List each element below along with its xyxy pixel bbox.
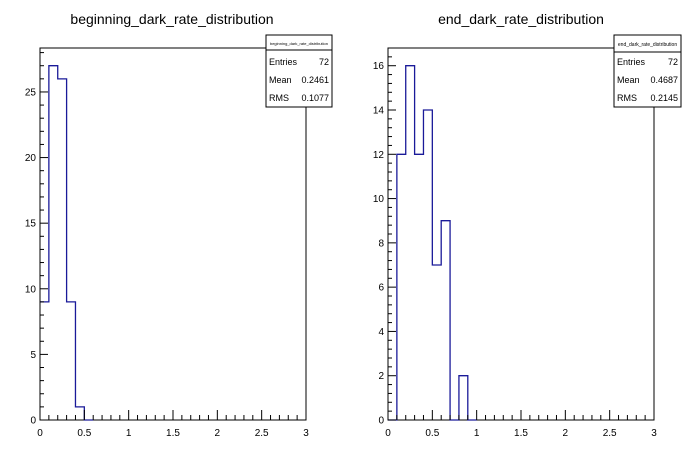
- y-tick-label: 15: [25, 219, 37, 230]
- stats-box-title: end_dark_rate_distribution: [618, 42, 677, 48]
- stats-label-rms: RMS: [269, 93, 289, 103]
- histogram-panel-beginning: beginning_dark_rate_distribution 0 0.5 1 1.…: [25, 11, 333, 439]
- histogram-bin: [459, 376, 468, 420]
- x-tick-label: 3: [303, 428, 309, 439]
- stats-value-mean: 0.2461: [301, 75, 329, 85]
- histogram-bin: [406, 66, 415, 420]
- y-tick-label: 8: [378, 238, 384, 249]
- histogram-line: [388, 65, 477, 421]
- histogram-bin: [432, 265, 441, 420]
- x-tick-label: 1: [126, 428, 132, 439]
- y-tick-label: 0: [378, 416, 384, 427]
- stats-box: end_dark_rate_distribution Entries 72 Me…: [613, 34, 682, 108]
- x-tick-label: 2.5: [255, 428, 269, 439]
- histogram-bin: [67, 302, 76, 420]
- stats-box-title: beginning_dark_rate_distribution: [270, 41, 328, 46]
- histogram-bin: [415, 154, 424, 420]
- stats-box-frame: [613, 34, 682, 108]
- stats-label-entries: Entries: [269, 57, 298, 67]
- stats-value-mean: 0.4687: [650, 75, 678, 85]
- stats-label-mean: Mean: [269, 75, 292, 85]
- y-tick-label: 2: [378, 371, 384, 382]
- y-tick-label: 4: [378, 327, 384, 338]
- histogram-line: [40, 65, 94, 421]
- x-tick-label: 0.5: [425, 428, 439, 439]
- y-tick-label: 5: [30, 350, 36, 361]
- histogram-bin: [397, 154, 406, 420]
- stats-label-rms: RMS: [617, 93, 637, 103]
- stats-value-entries: 72: [319, 57, 329, 67]
- y-tick-label: 10: [373, 194, 385, 205]
- stats-box: beginning_dark_rate_distribution Entries…: [265, 34, 333, 108]
- y-tick-label: 10: [25, 284, 37, 295]
- y-tick-label: 6: [378, 283, 384, 294]
- y-tick-label: 20: [25, 153, 37, 164]
- y-tick-label: 14: [373, 106, 385, 117]
- x-tick-label: 1.5: [166, 428, 180, 439]
- histogram-bin: [441, 221, 450, 420]
- x-tick-label: 0: [385, 428, 391, 439]
- x-tick-label: 3: [651, 428, 657, 439]
- y-tick-label: 12: [373, 150, 385, 161]
- x-tick-label: 1: [474, 428, 480, 439]
- chart-title: beginning_dark_rate_distribution: [70, 11, 273, 27]
- x-tick-label: 0.5: [77, 428, 91, 439]
- x-tick-label: 2: [563, 428, 569, 439]
- x-tick-label: 2.5: [603, 428, 617, 439]
- stats-label-mean: Mean: [617, 75, 640, 85]
- histogram-bin: [40, 302, 49, 420]
- chart-title: end_dark_rate_distribution: [438, 11, 604, 27]
- stats-label-entries: Entries: [617, 57, 646, 67]
- x-tick-label: 1.5: [514, 428, 528, 439]
- histogram-bin: [423, 110, 432, 420]
- stats-value-rms: 0.1077: [301, 93, 329, 103]
- y-tick-label: 25: [25, 87, 37, 98]
- histogram-panel-end: end_dark_rate_distribution 0 0.5 1 1.5 2 2.5 3…: [373, 11, 682, 439]
- x-tick-label: 2: [215, 428, 221, 439]
- stats-value-rms: 0.2145: [650, 93, 678, 103]
- y-tick-label: 16: [373, 61, 385, 72]
- stats-box-frame: [265, 34, 333, 108]
- histogram-bin: [75, 407, 84, 420]
- stats-value-entries: 72: [668, 57, 678, 67]
- histogram-bin: [58, 79, 67, 420]
- x-tick-label: 0: [37, 428, 43, 439]
- y-tick-label: 0: [30, 416, 36, 427]
- histogram-bin: [49, 66, 58, 420]
